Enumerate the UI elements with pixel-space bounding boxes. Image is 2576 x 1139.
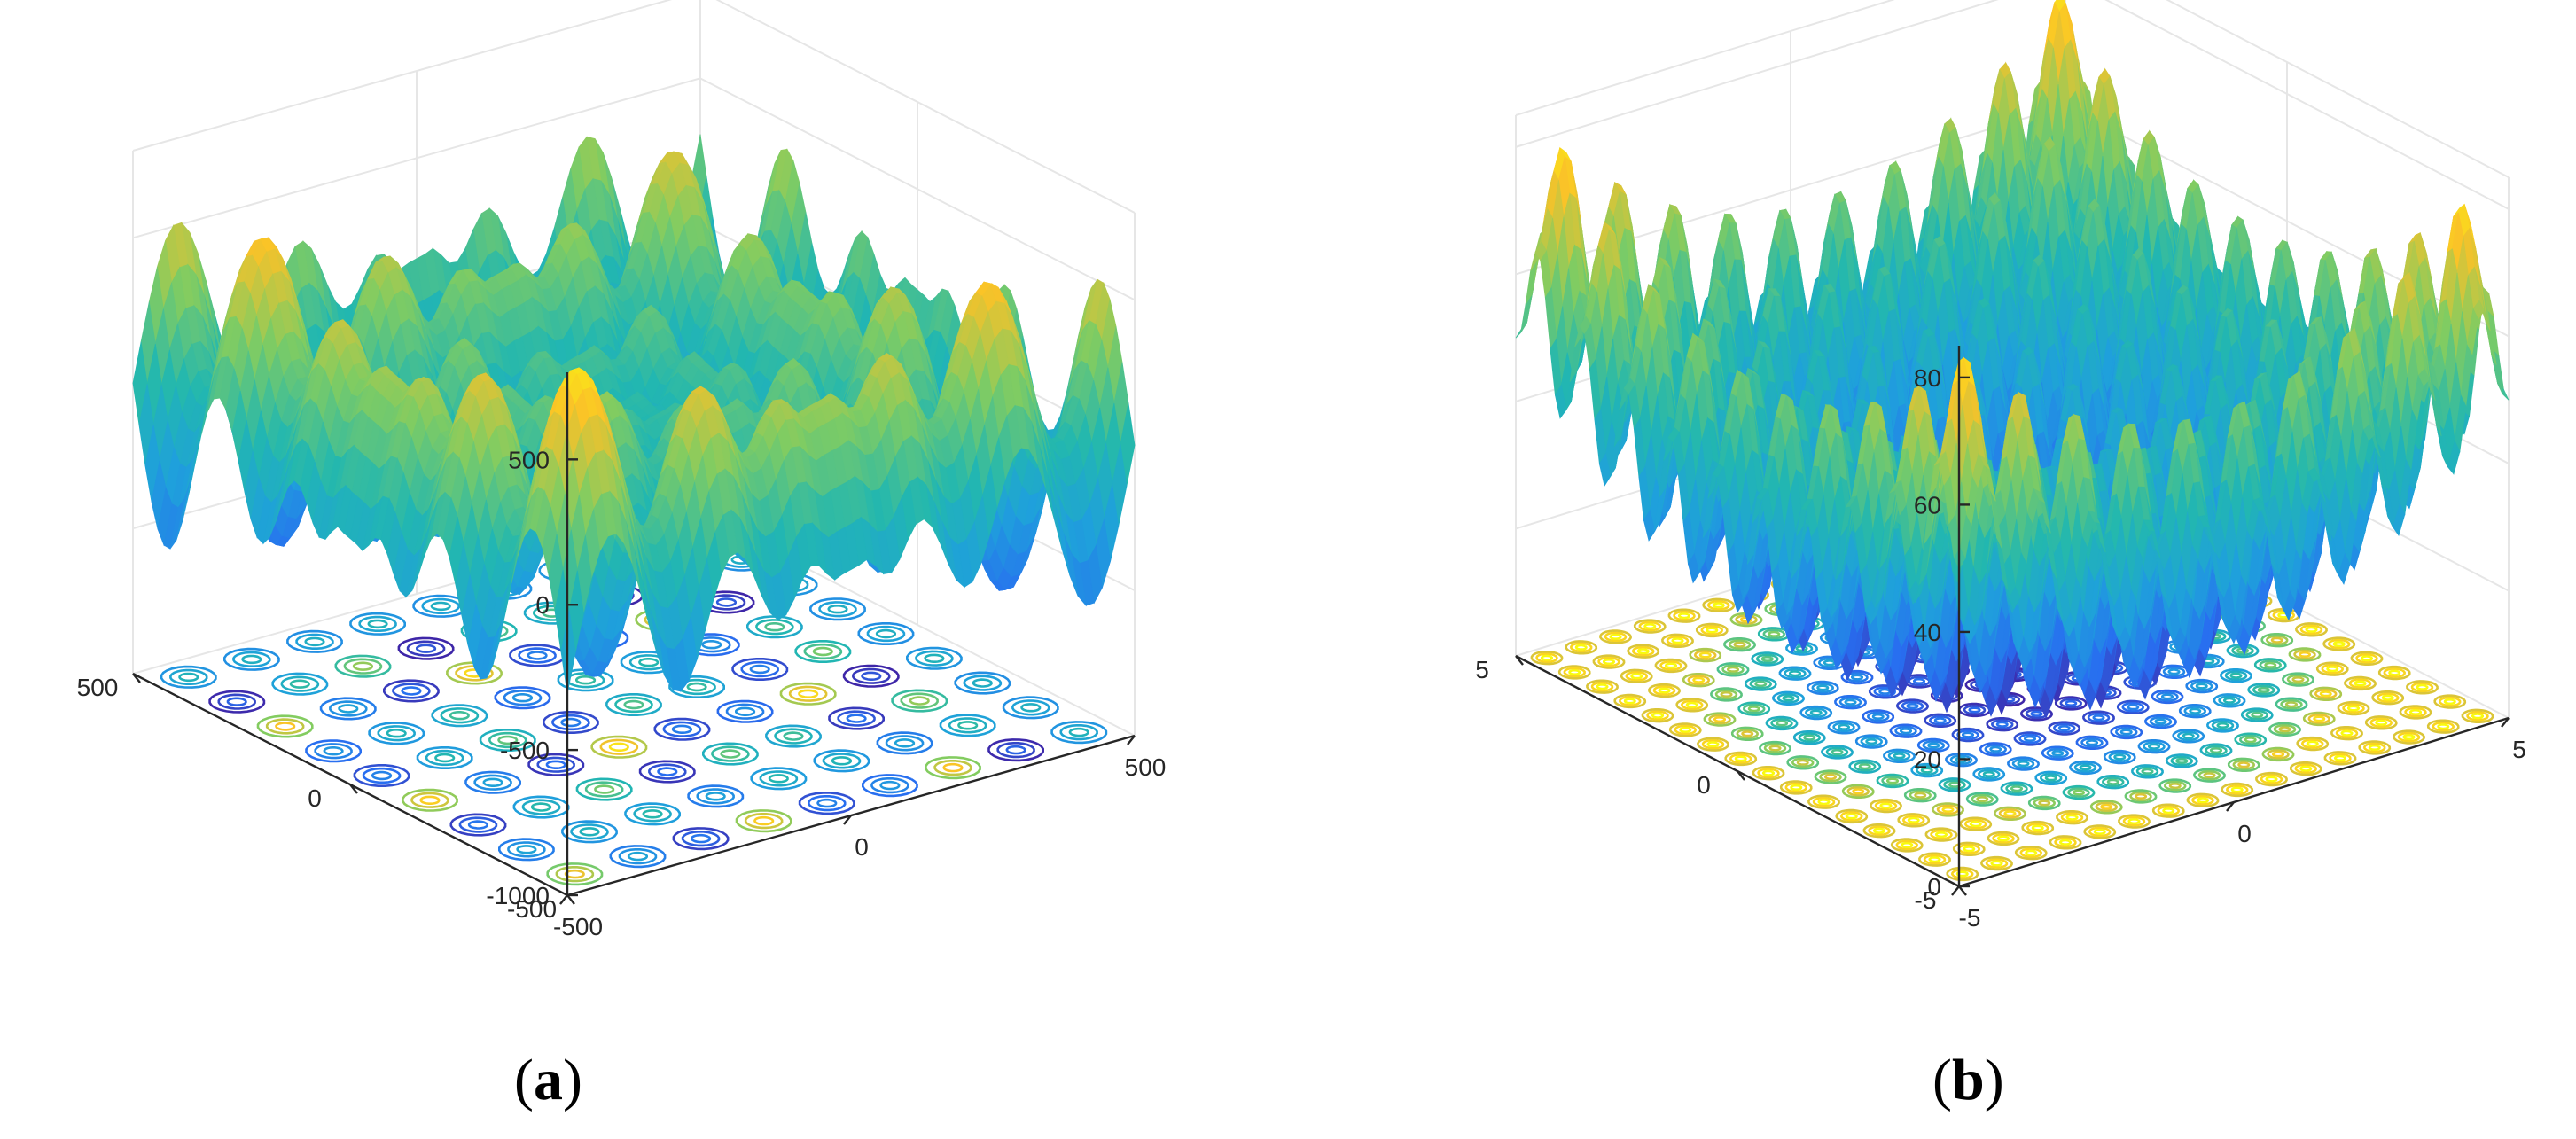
z-tick-label: 40: [1914, 619, 1941, 646]
x-tick-mark: [843, 815, 852, 825]
caption-b: (b): [1932, 1048, 2004, 1112]
x-tick-label: 500: [1125, 753, 1167, 781]
z-tick-label: 20: [1914, 745, 1941, 773]
y-tick-label: -500: [507, 895, 557, 923]
z-tick-label: 0: [535, 591, 550, 619]
caption-b-letter: b: [1952, 1048, 1985, 1112]
y-tick-label: 0: [1697, 771, 1711, 799]
caption-a: (a): [514, 1048, 582, 1112]
x-tick-mark: [2501, 717, 2510, 728]
z-tick-label: -1000: [486, 882, 550, 909]
z-tick-label: 80: [1914, 364, 1941, 392]
x-tick-label: -500: [553, 913, 603, 940]
x-tick-mark: [1951, 885, 1960, 896]
x-tick-mark: [559, 894, 568, 905]
y-tick-mark: [132, 673, 141, 683]
x-tick-label: 5: [2512, 736, 2526, 763]
x-tick-mark: [2226, 801, 2235, 812]
z-tick-label: 500: [508, 446, 550, 473]
y-tick-mark: [566, 894, 575, 905]
y-tick-mark: [1737, 770, 1745, 781]
surface-mesh: [1515, 0, 2510, 720]
z-tick-label: 60: [1914, 491, 1941, 519]
captions: (a) (b): [514, 1048, 2004, 1112]
caption-a-letter: a: [534, 1048, 563, 1112]
y-tick-mark: [349, 784, 358, 794]
y-tick-label: -5: [1915, 886, 1937, 914]
y-tick-mark: [1958, 885, 1967, 896]
x-tick-mark: [1127, 735, 1136, 745]
z-tick-label: -500: [500, 737, 550, 764]
surface-mesh: [132, 134, 1136, 694]
y-tick-label: 0: [308, 784, 322, 812]
y-tick-mark: [1515, 655, 1524, 666]
y-tick-label: 500: [77, 674, 119, 701]
x-tick-label: -5: [1959, 904, 1981, 932]
x-tick-label: 0: [2237, 820, 2252, 847]
y-tick-label: 5: [1475, 656, 1489, 683]
x-tick-label: 0: [855, 833, 869, 861]
z-tick-label: 0: [1927, 873, 1941, 901]
